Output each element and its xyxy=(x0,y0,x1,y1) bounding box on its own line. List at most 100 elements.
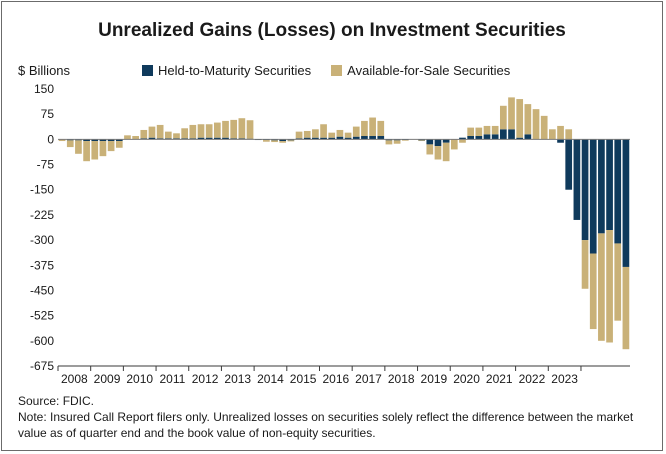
bar-held-to-maturity xyxy=(508,129,515,140)
bar-held-to-maturity xyxy=(75,139,82,141)
bar-available-for-sale xyxy=(606,230,613,343)
bar-held-to-maturity xyxy=(344,137,352,140)
bar-available-for-sale xyxy=(393,140,401,144)
bar-available-for-sale xyxy=(426,144,434,155)
bar-available-for-sale xyxy=(508,97,515,130)
bar-available-for-sale xyxy=(271,140,278,143)
legend-item-held-to-maturity: Held-to-Maturity Securities xyxy=(142,63,311,78)
bar-available-for-sale xyxy=(66,140,74,148)
chart-notes: Source: FDIC. Note: Insured Call Report … xyxy=(18,393,648,441)
legend-swatch-available-for-sale xyxy=(331,65,343,76)
bar-held-to-maturity xyxy=(418,139,425,141)
bar-available-for-sale xyxy=(263,140,270,142)
bar-held-to-maturity xyxy=(66,139,74,141)
x-tick-label: 2016 xyxy=(322,372,349,386)
bar-held-to-maturity xyxy=(598,139,605,234)
bar-available-for-sale xyxy=(459,139,466,143)
bar-available-for-sale xyxy=(491,125,499,135)
bar-available-for-sale xyxy=(156,124,164,139)
bar-available-for-sale xyxy=(91,141,99,160)
bar-available-for-sale xyxy=(434,146,442,160)
source-note: Source: FDIC. xyxy=(18,394,95,408)
y-tick-label: -300 xyxy=(30,233,54,247)
bar-held-to-maturity xyxy=(99,139,107,142)
bar-held-to-maturity xyxy=(91,139,99,142)
bar-held-to-maturity xyxy=(475,136,483,140)
footnote: Note: Insured Call Report filers only. U… xyxy=(18,410,634,440)
bar-available-for-sale xyxy=(475,127,483,136)
bar-available-for-sale xyxy=(581,240,589,289)
bar-available-for-sale xyxy=(213,122,221,138)
bar-available-for-sale xyxy=(99,141,107,157)
bar-held-to-maturity xyxy=(320,137,327,140)
bar-available-for-sale xyxy=(75,140,82,154)
bar-available-for-sale xyxy=(230,119,238,139)
bar-available-for-sale xyxy=(549,129,556,140)
bar-held-to-maturity xyxy=(622,139,630,267)
bar-held-to-maturity xyxy=(115,139,123,142)
y-tick-label: -600 xyxy=(30,334,54,348)
y-tick-label: -450 xyxy=(30,283,54,297)
bar-held-to-maturity xyxy=(573,139,581,220)
bar-held-to-maturity xyxy=(107,139,115,142)
bar-held-to-maturity xyxy=(205,137,213,140)
x-tick-label: 2017 xyxy=(355,372,382,386)
bar-available-for-sale xyxy=(377,120,385,137)
chart-legend: Held-to-Maturity Securities Available-fo… xyxy=(142,63,530,78)
bar-available-for-sale xyxy=(385,140,393,145)
y-tick-label: 75 xyxy=(41,107,55,121)
y-tick-label: -225 xyxy=(30,208,54,222)
bar-available-for-sale xyxy=(336,129,344,137)
bar-available-for-sale xyxy=(148,126,156,138)
bar-available-for-sale xyxy=(83,141,90,162)
bar-available-for-sale xyxy=(352,126,360,137)
x-tick-label: 2009 xyxy=(94,372,121,386)
bar-held-to-maturity xyxy=(393,139,401,141)
x-tick-label: 2021 xyxy=(486,372,513,386)
legend-label-available-for-sale: Available-for-Sale Securities xyxy=(347,63,511,78)
bar-held-to-maturity xyxy=(434,139,442,147)
bar-held-to-maturity xyxy=(589,139,597,254)
bar-available-for-sale xyxy=(181,128,189,139)
bar-available-for-sale xyxy=(197,124,205,138)
bar-available-for-sale xyxy=(205,124,213,138)
bar-held-to-maturity xyxy=(83,139,90,142)
bar-available-for-sale xyxy=(589,253,597,330)
bar-available-for-sale xyxy=(164,131,172,139)
x-tick-label: 2011 xyxy=(159,372,185,386)
bar-held-to-maturity xyxy=(442,139,450,143)
bar-available-for-sale xyxy=(58,139,66,142)
legend-label-held-to-maturity: Held-to-Maturity Securities xyxy=(158,63,312,78)
bar-available-for-sale xyxy=(557,125,564,140)
y-tick-label: -525 xyxy=(30,309,54,323)
bar-held-to-maturity xyxy=(606,139,613,231)
bar-held-to-maturity xyxy=(614,139,622,244)
bar-available-for-sale xyxy=(328,132,336,138)
bar-held-to-maturity xyxy=(377,136,385,140)
bar-available-for-sale xyxy=(361,120,368,137)
x-tick-label: 2020 xyxy=(453,372,480,386)
bar-held-to-maturity xyxy=(303,137,311,140)
legend-swatch-held-to-maturity xyxy=(142,65,153,76)
bar-chart: 150 75 0 -75 -150 -225 -300 -375 -450 -525 -600 -67… xyxy=(30,82,630,386)
bar-held-to-maturity xyxy=(516,137,524,140)
bar-held-to-maturity xyxy=(328,137,336,140)
bar-held-to-maturity xyxy=(459,137,466,140)
bar-available-for-sale xyxy=(344,132,352,138)
x-tick-label: 2014 xyxy=(257,372,284,386)
bar-available-for-sale xyxy=(483,125,491,135)
bar-available-for-sale xyxy=(401,140,409,141)
bar-available-for-sale xyxy=(287,140,295,142)
bar-available-for-sale xyxy=(107,141,115,152)
bar-held-to-maturity xyxy=(426,139,434,145)
x-tick-label: 2015 xyxy=(290,372,317,386)
x-tick-label: 2013 xyxy=(224,372,251,386)
bar-held-to-maturity xyxy=(565,139,573,190)
bar-held-to-maturity xyxy=(369,136,376,140)
bar-available-for-sale xyxy=(524,104,532,135)
bar-available-for-sale xyxy=(140,129,148,139)
bar-held-to-maturity xyxy=(352,136,360,140)
bar-held-to-maturity xyxy=(279,139,287,142)
bar-held-to-maturity xyxy=(491,134,499,140)
